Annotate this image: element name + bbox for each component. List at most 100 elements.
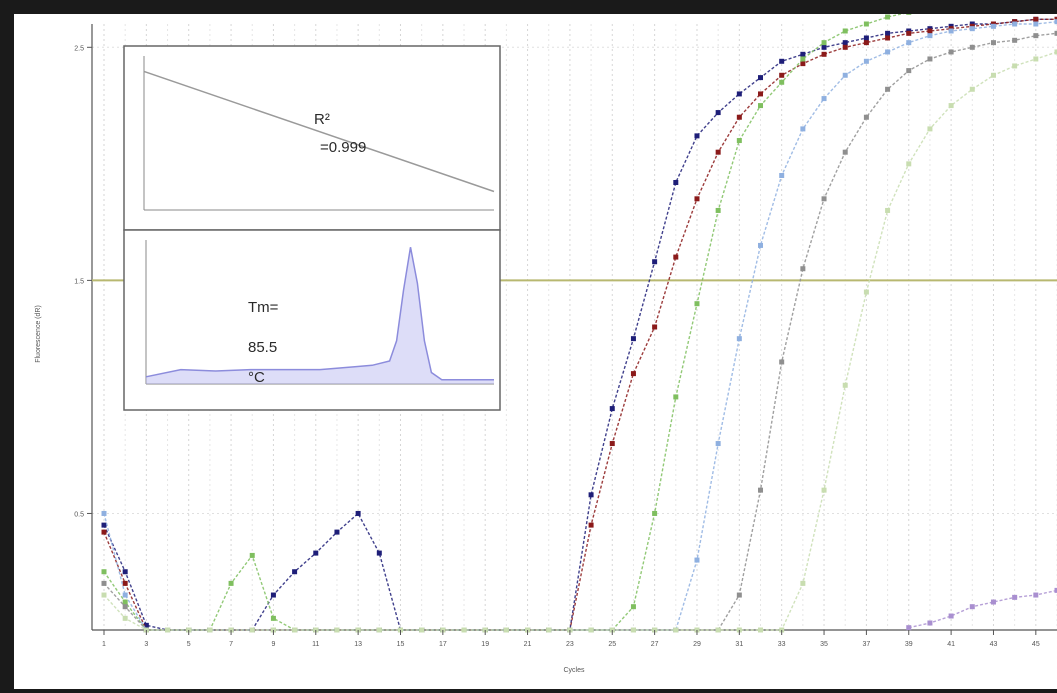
- data-point: [779, 58, 785, 64]
- x-tick-label: 13: [354, 641, 362, 648]
- x-tick-label: 25: [608, 641, 616, 648]
- data-point: [715, 149, 721, 155]
- inset-line: [145, 247, 494, 381]
- r-squared-value: =0.999: [320, 139, 366, 156]
- data-point: [461, 627, 467, 633]
- data-point: [906, 40, 912, 46]
- data-point: [969, 604, 975, 610]
- data-point: [758, 627, 764, 633]
- data-point: [863, 114, 869, 120]
- data-point: [906, 161, 912, 167]
- data-point: [292, 627, 298, 633]
- data-point: [821, 487, 827, 493]
- data-point: [863, 40, 869, 46]
- data-point: [779, 173, 785, 178]
- x-tick-label: 41: [947, 641, 955, 648]
- amplification-chart: 0.51.52.51 3 5 7 9 11 13 15 17 19 21 23 25 27 29 31 33 35…: [35, 14, 1057, 674]
- data-point: [1054, 587, 1057, 593]
- data-point: [694, 196, 700, 202]
- data-point: [758, 91, 764, 97]
- data-point: [927, 620, 933, 626]
- data-point: [546, 627, 552, 633]
- x-tick-label: 17: [439, 641, 447, 648]
- y-tick-label: 2.5: [74, 45, 84, 52]
- data-point: [715, 110, 721, 116]
- data-point: [885, 207, 891, 213]
- data-point: [821, 40, 827, 46]
- data-point: [842, 28, 848, 34]
- inset-top-box: [123, 45, 501, 231]
- data-point: [948, 103, 954, 109]
- x-tick-label: 27: [651, 641, 659, 648]
- x-tick-label: 31: [735, 641, 743, 648]
- data-point: [694, 133, 700, 139]
- x-axis-label: Cycles: [563, 667, 585, 674]
- x-tick-label: 11: [312, 641, 319, 648]
- data-point: [758, 487, 764, 493]
- data-point: [101, 529, 107, 535]
- data-point: [355, 510, 361, 516]
- chart-frame: 0.5 1.5 2.5 1 3 5 7 9 11 13 15 17 19 21 23 25 27 29 31 33 35…: [14, 14, 1057, 689]
- x-tick-label: 39: [905, 641, 913, 648]
- x-tick-label: 19: [481, 641, 489, 648]
- data-point: [906, 68, 912, 74]
- data-point: [863, 289, 869, 295]
- data-point: [334, 529, 340, 535]
- data-point: [990, 599, 996, 605]
- data-point: [800, 266, 806, 272]
- x-tick-label: 23: [566, 641, 574, 648]
- data-point: [821, 96, 827, 102]
- x-tick-label: 1: [102, 641, 106, 648]
- data-point: [885, 30, 891, 36]
- data-point: [630, 371, 636, 377]
- data-point: [779, 72, 785, 78]
- data-point: [1033, 21, 1039, 27]
- standard-curve-plot: [143, 56, 495, 211]
- data-point: [249, 627, 255, 633]
- x-tick-label: 21: [524, 641, 532, 648]
- data-point: [821, 196, 827, 202]
- data-point: [101, 580, 107, 586]
- data-point: [906, 30, 912, 36]
- data-point: [969, 26, 975, 32]
- data-point: [609, 406, 615, 412]
- series-line: [103, 14, 905, 631]
- data-point: [588, 522, 594, 528]
- data-point: [800, 126, 806, 132]
- data-point: [800, 61, 806, 67]
- data-point: [927, 56, 933, 62]
- tick-labels: 0.51.52.51 3 5 7 9 11 13 15 17 19 21 23 25 27 29 31 33 35…: [74, 45, 1040, 648]
- data-point: [1033, 33, 1039, 39]
- series-7: [906, 587, 1057, 631]
- x-tick-label: 9: [271, 641, 275, 648]
- data-point: [885, 14, 891, 20]
- inset-bottom-box: [123, 229, 501, 411]
- tm-value: 85.5: [248, 339, 277, 356]
- data-point: [927, 33, 933, 39]
- series-line: [103, 32, 1057, 631]
- data-point: [927, 126, 933, 132]
- data-point: [143, 622, 149, 628]
- data-point: [1012, 37, 1018, 43]
- y-tick-label: 1.5: [74, 278, 84, 285]
- data-point: [101, 592, 107, 598]
- inset-line: [143, 70, 495, 193]
- data-point: [821, 44, 827, 50]
- melt-curve-inset: Tm= 85.5 °C: [123, 229, 501, 411]
- data-point: [673, 254, 679, 260]
- data-point: [122, 604, 128, 610]
- x-tick-label: 5: [187, 641, 191, 648]
- melt-curve-plot: [145, 240, 494, 385]
- data-point: [758, 75, 764, 81]
- data-point: [990, 40, 996, 46]
- data-point: [715, 627, 721, 633]
- data-point: [736, 91, 742, 97]
- x-tick-label: 15: [397, 641, 405, 648]
- x-tick-label: 43: [990, 641, 998, 648]
- x-tick-label: 33: [778, 641, 786, 648]
- tm-unit: °C: [248, 369, 265, 386]
- data-point: [969, 44, 975, 50]
- data-point: [503, 627, 509, 633]
- data-point: [630, 336, 636, 342]
- data-point: [588, 627, 594, 633]
